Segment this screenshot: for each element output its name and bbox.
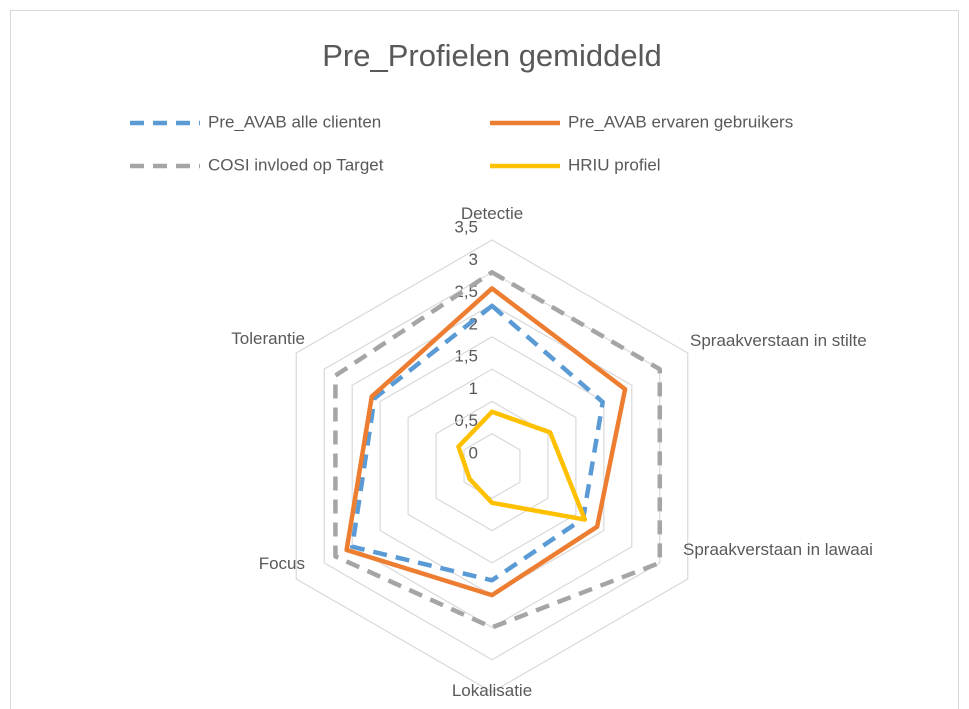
grid-line: [295, 239, 689, 693]
legend-label: Pre_AVAB ervaren gebruikers: [568, 112, 793, 131]
chart-title: Pre_Profielen gemiddeld: [322, 38, 662, 73]
series-line: [344, 286, 628, 598]
category-label: Spraakverstaan in lawaai: [683, 540, 873, 559]
grid-line: [351, 303, 633, 629]
y-tick-label: 3,5: [454, 217, 478, 236]
legend-label: COSI invloed op Target: [208, 155, 384, 174]
grid-line: [463, 433, 521, 499]
y-tick-label: 2: [469, 314, 478, 333]
legend-label: Pre_AVAB alle clienten: [208, 112, 381, 131]
y-tick-label: 0,5: [454, 411, 478, 430]
category-label: Lokalisatie: [451, 681, 533, 700]
category-label: Focus: [258, 554, 305, 573]
grid-line: [407, 368, 577, 564]
y-tick-label: 1,5: [454, 347, 478, 366]
chart-border: [10, 10, 959, 709]
series-line: [349, 303, 605, 583]
series-line: [333, 270, 663, 630]
category-label: Spraakverstaan in stilte: [690, 331, 867, 350]
y-tick-label: 1: [469, 379, 478, 398]
category-label: Detectie: [460, 204, 524, 223]
y-tick-label: 3: [469, 250, 478, 269]
legend-label: HRIU profiel: [568, 155, 661, 174]
category-label: Tolerantie: [231, 329, 305, 348]
series-line: [456, 409, 588, 522]
y-tick-label: 0: [469, 443, 478, 462]
